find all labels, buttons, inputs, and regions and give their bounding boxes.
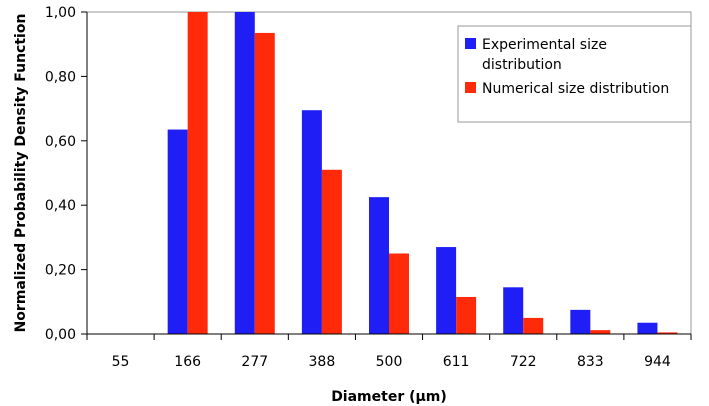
bar-numerical-166 xyxy=(187,12,208,334)
y-tick-label: 0,40 xyxy=(45,198,76,214)
bar-numerical-611 xyxy=(456,296,477,334)
legend-swatch xyxy=(465,38,476,49)
bar-numerical-500 xyxy=(389,253,409,334)
y-tick-label: 0,20 xyxy=(45,263,76,279)
bar-experimental-611 xyxy=(436,247,457,334)
legend-box xyxy=(457,25,692,123)
bar-experimental-833 xyxy=(570,309,591,334)
x-tick-label: 388 xyxy=(309,354,336,370)
bar-numerical-833 xyxy=(590,330,611,334)
bar-numerical-944 xyxy=(657,332,678,334)
x-tick-label: 833 xyxy=(577,354,604,370)
bars-group xyxy=(167,12,678,335)
bar-numerical-388 xyxy=(321,169,342,334)
x-tick-label: 611 xyxy=(443,354,470,370)
y-axis: 0,00 0,20 0,40 0,60 0,80 1,00 xyxy=(45,5,88,343)
bar-experimental-944 xyxy=(637,322,658,334)
bar-experimental-388 xyxy=(301,110,322,335)
legend-label: Numerical size distribution xyxy=(482,81,669,97)
bar-experimental-166 xyxy=(167,129,188,334)
y-tick-label: 0,80 xyxy=(45,69,76,85)
x-axis-title: Diameter (µm) xyxy=(331,389,447,405)
x-axis: 55 166 277 388 500 611 722 833 944 xyxy=(86,333,692,370)
legend-label: Experimental size xyxy=(482,37,607,53)
bar-numerical-277 xyxy=(254,32,275,335)
y-tick-label: 1,00 xyxy=(45,5,76,21)
legend: Experimental size distribution Numerical s… xyxy=(457,25,692,123)
bar-numerical-722 xyxy=(523,317,544,334)
bar-experimental-500 xyxy=(369,197,389,334)
y-axis-title: Normalized Probability Density Function xyxy=(13,14,29,333)
x-tick-label: 500 xyxy=(376,354,403,370)
bar-experimental-722 xyxy=(503,287,524,334)
x-tick-label: 944 xyxy=(644,354,671,370)
x-tick-label: 277 xyxy=(241,354,268,370)
y-tick-label: 0,00 xyxy=(45,327,76,343)
legend-swatch xyxy=(465,82,476,93)
bar-experimental-277 xyxy=(234,12,255,334)
x-tick-label: 55 xyxy=(112,354,130,370)
x-tick-label: 722 xyxy=(510,354,537,370)
y-tick-label: 0,60 xyxy=(45,134,76,150)
x-tick-label: 166 xyxy=(174,354,201,370)
legend-label: distribution xyxy=(482,57,562,73)
